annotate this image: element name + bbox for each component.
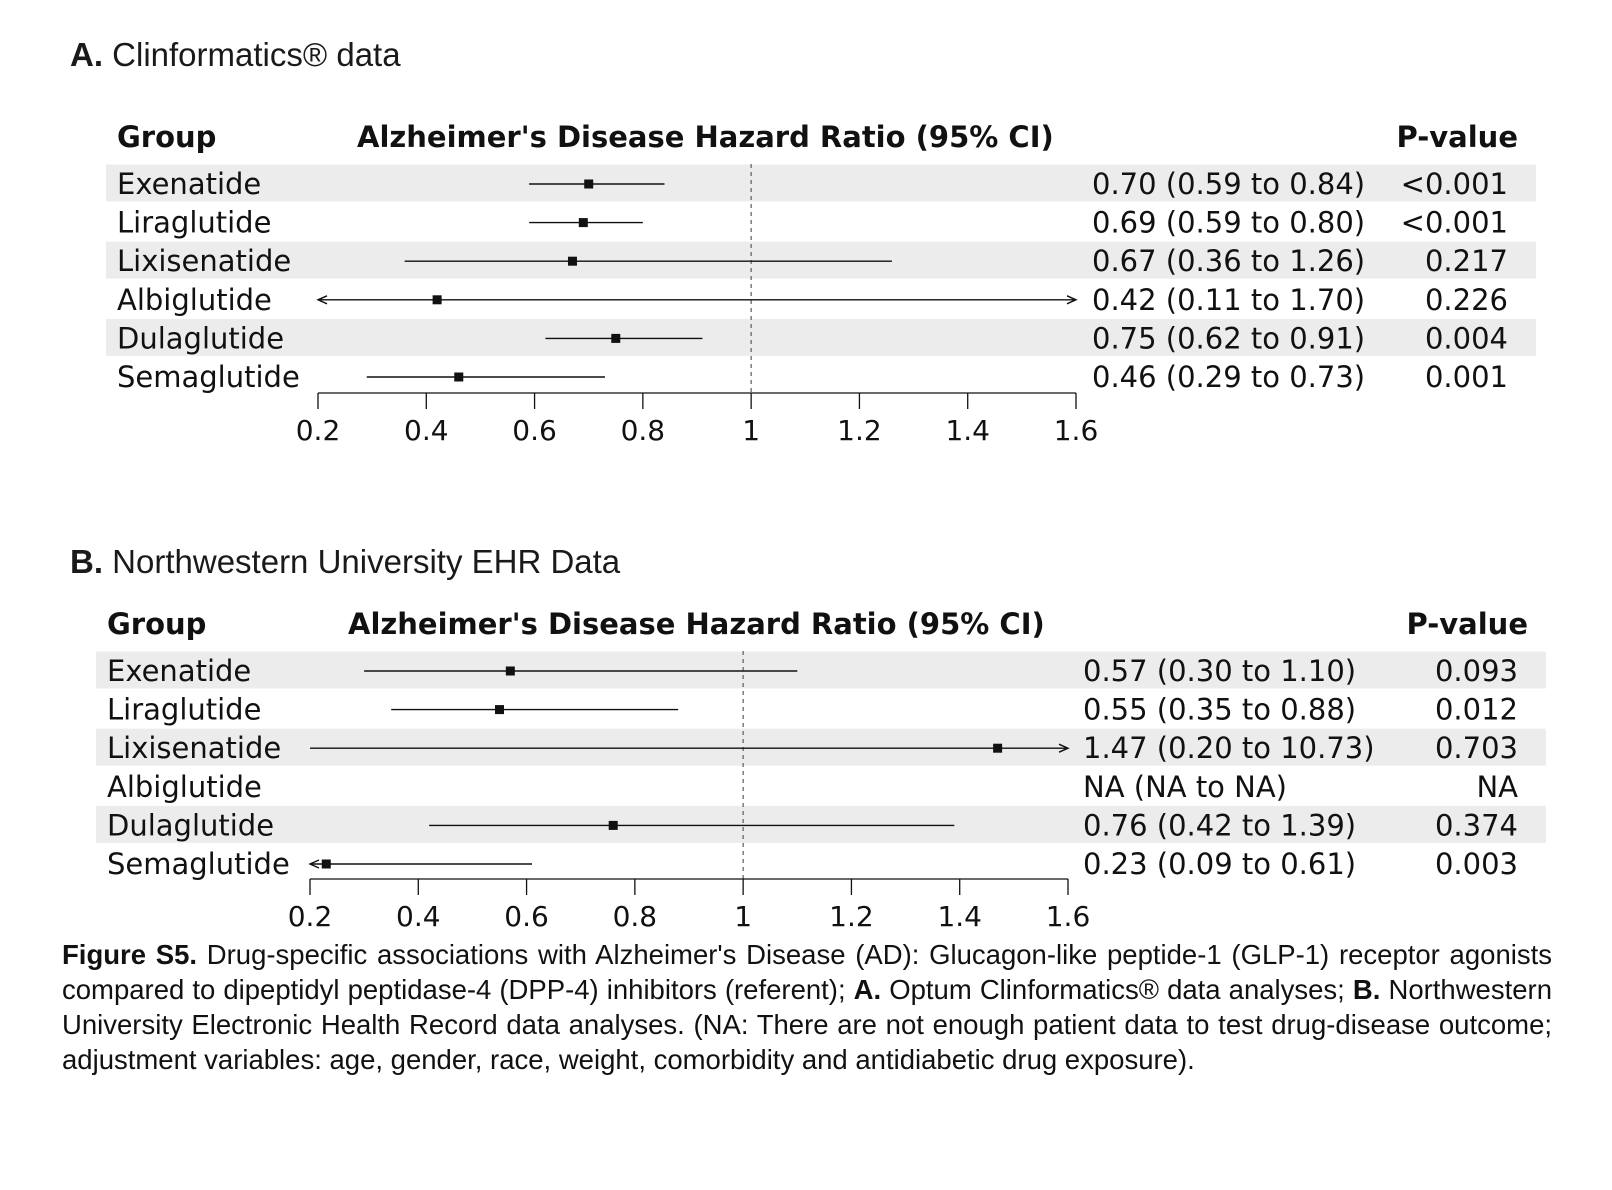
group-label: Albiglutide <box>107 770 262 804</box>
p-value: 0.374 <box>1435 808 1518 842</box>
point-estimate <box>993 744 1002 753</box>
hr-ci-text: 1.47 (0.20 to 10.73) <box>1083 731 1375 765</box>
x-tick-label: 1 <box>734 900 752 930</box>
point-estimate <box>584 180 593 189</box>
x-tick-label: 1.2 <box>829 900 874 930</box>
hr-ci-text: 0.67 (0.36 to 1.26) <box>1092 244 1365 278</box>
x-tick-label: 0.6 <box>504 900 549 930</box>
panel-letter: A. <box>70 36 103 73</box>
panel-title: B. Northwestern University EHR Data <box>70 543 621 580</box>
p-value: 0.093 <box>1435 654 1518 688</box>
p-value: 0.217 <box>1425 244 1508 278</box>
x-tick-label: 0.8 <box>621 414 666 447</box>
hr-ci-text: 0.75 (0.62 to 0.91) <box>1092 321 1365 355</box>
x-tick-label: 1 <box>742 414 760 447</box>
x-tick-label: 1.6 <box>1046 900 1091 930</box>
group-label: Dulaglutide <box>107 808 274 842</box>
point-estimate <box>322 860 331 869</box>
point-estimate <box>609 821 618 830</box>
hr-header: Alzheimer's Disease Hazard Ratio (95% CI… <box>357 120 1054 154</box>
x-tick-label: 0.4 <box>396 900 441 930</box>
point-estimate <box>495 705 504 714</box>
p-value: <0.001 <box>1401 167 1508 201</box>
figure-caption: Figure S5. Drug-specific associations wi… <box>62 937 1552 1077</box>
hr-ci-text: 0.46 (0.29 to 0.73) <box>1092 360 1365 394</box>
group-label: Semaglutide <box>107 847 290 881</box>
x-tick-label: 0.4 <box>404 414 449 447</box>
point-estimate <box>454 373 463 382</box>
figure-canvas: A. Clinformatics® data Group Alzheimer's D… <box>0 0 1612 930</box>
panel-title-text: Clinformatics® data <box>103 36 401 73</box>
x-tick-label: 0.6 <box>512 414 557 447</box>
x-tick-label: 0.8 <box>613 900 658 930</box>
panel-title: A. Clinformatics® data <box>70 36 401 73</box>
hr-ci-text: 0.70 (0.59 to 0.84) <box>1092 167 1365 201</box>
point-estimate <box>611 334 620 343</box>
hr-ci-text: 0.69 (0.59 to 0.80) <box>1092 206 1365 240</box>
point-estimate <box>506 667 515 676</box>
hr-ci-text: NA (NA to NA) <box>1083 770 1287 804</box>
p-value: 0.001 <box>1425 360 1508 394</box>
group-header: Group <box>117 120 216 154</box>
panel-b: B. Northwestern University EHR Data Group… <box>70 543 1546 930</box>
hr-ci-text: 0.42 (0.11 to 1.70) <box>1092 283 1365 317</box>
p-value: 0.004 <box>1425 321 1508 355</box>
x-tick-label: 1.4 <box>937 900 982 930</box>
caption-text-2: Optum Clinformatics® data analyses; <box>881 974 1353 1005</box>
hr-ci-text: 0.57 (0.30 to 1.10) <box>1083 654 1356 688</box>
caption-b-label: B. <box>1353 974 1381 1005</box>
pvalue-header: P-value <box>1396 120 1518 154</box>
panel-a: A. Clinformatics® data Group Alzheimer's D… <box>70 36 1536 447</box>
group-label: Liraglutide <box>117 206 271 240</box>
caption-label: Figure S5. <box>62 939 197 970</box>
point-estimate <box>568 257 577 266</box>
group-label: Lixisenatide <box>107 731 281 765</box>
x-tick-label: 1.2 <box>837 414 882 447</box>
x-tick-label: 1.6 <box>1054 414 1099 447</box>
hr-ci-text: 0.76 (0.42 to 1.39) <box>1083 808 1356 842</box>
x-tick-label: 0.2 <box>296 414 341 447</box>
panel-letter: B. <box>70 543 103 580</box>
group-label: Albiglutide <box>117 283 272 317</box>
caption-a-label: A. <box>854 974 882 1005</box>
group-label: Dulaglutide <box>117 321 284 355</box>
p-value: 0.226 <box>1425 283 1508 317</box>
point-estimate <box>433 295 442 304</box>
group-label: Lixisenatide <box>117 244 291 278</box>
group-label: Exenatide <box>107 654 251 688</box>
hr-ci-text: 0.55 (0.35 to 0.88) <box>1083 693 1356 727</box>
group-label: Liraglutide <box>107 693 261 727</box>
p-value: 0.003 <box>1435 847 1518 881</box>
p-value: 0.012 <box>1435 693 1518 727</box>
panel-title-text: Northwestern University EHR Data <box>103 543 621 580</box>
hr-header: Alzheimer's Disease Hazard Ratio (95% CI… <box>348 607 1045 641</box>
x-tick-label: 0.2 <box>288 900 333 930</box>
pvalue-header: P-value <box>1406 607 1528 641</box>
group-label: Semaglutide <box>117 360 300 394</box>
hr-ci-text: 0.23 (0.09 to 0.61) <box>1083 847 1356 881</box>
x-tick-label: 1.4 <box>945 414 990 447</box>
p-value: <0.001 <box>1401 206 1508 240</box>
p-value: NA <box>1476 770 1518 804</box>
group-label: Exenatide <box>117 167 261 201</box>
point-estimate <box>579 218 588 227</box>
p-value: 0.703 <box>1435 731 1518 765</box>
group-header: Group <box>107 607 206 641</box>
